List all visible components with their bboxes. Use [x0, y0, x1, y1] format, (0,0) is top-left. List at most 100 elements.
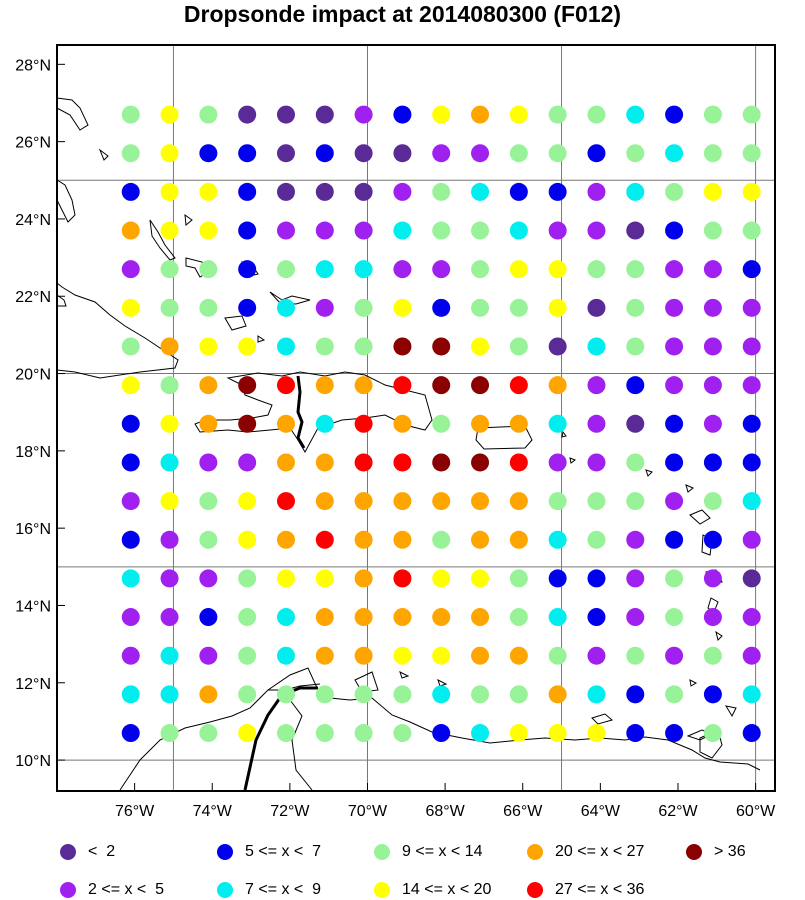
impact-dot — [238, 221, 257, 240]
impact-dot — [315, 530, 334, 549]
impact-dot — [160, 530, 179, 549]
impact-dot — [238, 414, 257, 433]
impact-dot — [587, 260, 606, 279]
impact-dot — [276, 646, 295, 665]
legend-label: 2 <= x < 5 — [88, 881, 165, 898]
impact-dot — [393, 492, 412, 511]
impact-dot — [160, 724, 179, 743]
impact-dot — [199, 105, 218, 124]
impact-dot — [703, 608, 722, 627]
impact-dot — [393, 414, 412, 433]
y-tick-label: 28°N — [15, 57, 51, 74]
impact-dot — [276, 492, 295, 511]
legend-label: 7 <= x < 9 — [245, 881, 322, 898]
impact-dot — [665, 260, 684, 279]
impact-dot — [276, 414, 295, 433]
impact-dot — [626, 144, 645, 163]
impact-dot — [626, 298, 645, 317]
impact-dot — [393, 260, 412, 279]
impact-dot — [393, 337, 412, 356]
impact-dot — [160, 453, 179, 472]
coastline-maracaibo — [289, 699, 313, 791]
impact-dot — [315, 646, 334, 665]
coastline-bahamas-4 — [149, 219, 176, 261]
impact-dot — [199, 298, 218, 317]
impact-dot — [665, 414, 684, 433]
impact-dot — [121, 646, 140, 665]
impact-dot — [354, 685, 373, 704]
coastline-hispaniola — [194, 371, 433, 454]
impact-dot — [703, 646, 722, 665]
impact-dot — [703, 144, 722, 163]
impact-dot — [160, 221, 179, 240]
impact-dot — [742, 105, 761, 124]
impact-dot — [587, 646, 606, 665]
impact-dot — [432, 414, 451, 433]
impact-dot — [665, 646, 684, 665]
impact-dot — [160, 376, 179, 395]
coastline-islet-6 — [689, 679, 698, 687]
border-haiti-dr — [296, 375, 306, 449]
impact-dot — [587, 569, 606, 588]
impact-dot — [665, 376, 684, 395]
coastline-islet-1 — [257, 335, 266, 343]
impact-dot — [665, 337, 684, 356]
map-plot: 76°W 74°W 72°W 70°W 68°W 66°W 64°W 62°W 60°W 10°… — [15, 44, 776, 820]
x-axis-ticks: 76°W 74°W 72°W 70°W 68°W 66°W 64°W 62°W 60°W — [115, 783, 776, 820]
y-tick-label: 18°N — [15, 444, 51, 461]
impact-dot — [548, 337, 567, 356]
impact-dot — [509, 492, 528, 511]
impact-dot — [665, 724, 684, 743]
impact-dot — [354, 298, 373, 317]
impact-dot — [471, 569, 490, 588]
y-tick-label: 26°N — [15, 135, 51, 152]
impact-dot — [393, 530, 412, 549]
x-tick-label: 62°W — [658, 803, 698, 820]
coastline-grenada — [715, 630, 723, 641]
impact-dot — [354, 492, 373, 511]
legend-label: 14 <= x < 20 — [402, 881, 492, 898]
impact-dot — [548, 376, 567, 395]
legend-swatch — [527, 844, 543, 860]
impact-dot — [742, 182, 761, 201]
impact-dot — [276, 182, 295, 201]
impact-dot — [587, 492, 606, 511]
impact-dot — [548, 569, 567, 588]
impact-dot — [121, 376, 140, 395]
impact-dot — [315, 492, 334, 511]
impact-dot — [238, 608, 257, 627]
legend-label: 5 <= x < 7 — [245, 843, 322, 860]
impact-dot — [548, 530, 567, 549]
impact-dot — [393, 376, 412, 395]
impact-dot — [199, 453, 218, 472]
legend-item: 9 <= x < 14 — [374, 842, 483, 862]
impact-dot — [315, 376, 334, 395]
impact-dot — [742, 530, 761, 549]
legend-swatch — [60, 882, 76, 898]
coastline-margarita — [591, 713, 614, 725]
impact-dot — [160, 105, 179, 124]
impact-dot — [432, 182, 451, 201]
impact-dot — [121, 105, 140, 124]
impact-dot — [160, 337, 179, 356]
impact-dot — [393, 182, 412, 201]
impact-dot — [238, 646, 257, 665]
impact-dot — [315, 144, 334, 163]
legend-item: > 36 — [686, 842, 746, 862]
impact-dot — [160, 608, 179, 627]
coastline-bahamas-3 — [98, 148, 109, 161]
impact-dot — [238, 298, 257, 317]
impact-dot — [276, 376, 295, 395]
impact-dot — [354, 221, 373, 240]
impact-dot — [199, 608, 218, 627]
impact-dot — [432, 376, 451, 395]
impact-dot — [742, 569, 761, 588]
map-border — [56, 44, 776, 792]
impact-dot — [315, 182, 334, 201]
impact-dot — [471, 453, 490, 472]
impact-dot — [393, 685, 412, 704]
impact-dot — [548, 724, 567, 743]
impact-dot — [199, 144, 218, 163]
impact-dot — [626, 221, 645, 240]
impact-dot — [121, 221, 140, 240]
